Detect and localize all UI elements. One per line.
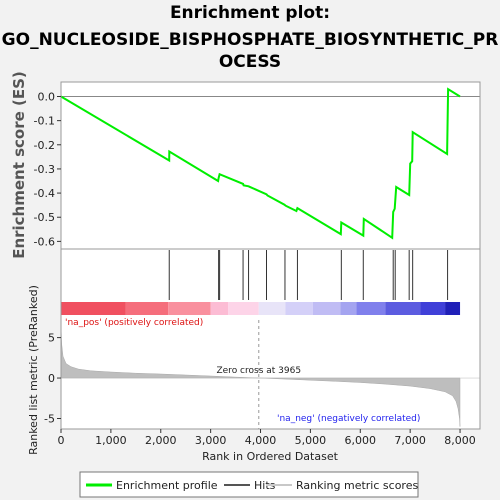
es-y-tick-label: -0.5 (34, 211, 55, 224)
x-tick-label: 1,000 (95, 434, 127, 447)
rank-heat-bar (61, 302, 461, 315)
heat-segment (210, 302, 229, 315)
heat-segment (125, 302, 169, 315)
es-y-tick-label: -0.4 (34, 187, 55, 200)
enrichment-profile-line (60, 87, 461, 240)
x-axis-label: Rank in Ordered Dataset (202, 450, 339, 463)
es-panel-background (61, 82, 480, 249)
es-y-axis-label: Enrichment score (ES) (10, 71, 28, 259)
metric-y-axis: 5 0 -5 (44, 332, 61, 425)
x-axis: 0 1,000 2,000 3,000 4,000 5,000 6,000 7,000 8,00… (58, 429, 476, 447)
heat-segment (61, 302, 126, 315)
chart-title-line3: OCESS (218, 52, 282, 72)
zero-cross-label: Zero cross at 3965 (216, 366, 301, 376)
metric-area (60, 324, 461, 427)
es-y-tick-label: 0.0 (38, 90, 56, 103)
metric-y-tick-label: 5 (48, 332, 55, 345)
chart-title-line2: GO_NUCLEOSIDE_BISPHOSPHATE_BIOSYNTHETIC_… (1, 30, 499, 50)
es-y-tick-label: -0.2 (34, 139, 55, 152)
heat-segment (228, 302, 259, 315)
es-y-tick-label: -0.6 (34, 235, 55, 248)
heat-segment (285, 302, 313, 315)
es-y-tick-label: -0.3 (34, 163, 55, 176)
metric-area-group (60, 324, 480, 427)
metric-y-axis-label: Ranked list metric (PreRanked) (27, 285, 40, 455)
legend-profile-label: Enrichment profile (116, 479, 218, 492)
legend-hits-label: Hits (254, 479, 276, 492)
es-y-axis: 0.0 -0.1 -0.2 -0.3 -0.4 -0.5 -0.6 (34, 90, 61, 248)
heat-segment (356, 302, 386, 315)
heat-segment (340, 302, 357, 315)
chart-title-line1: Enrichment plot: (169, 3, 331, 23)
x-tick-label: 2,000 (145, 434, 177, 447)
x-tick-label: 8,000 (444, 434, 476, 447)
heat-segment (258, 302, 286, 315)
metric-y-tick-label: 0 (48, 372, 55, 385)
heat-segment (420, 302, 446, 315)
metric-y-tick-label: -5 (44, 412, 55, 425)
heat-segment (312, 302, 341, 315)
es-y-tick-label: -0.1 (34, 115, 55, 128)
x-tick-label: 4,000 (245, 434, 277, 447)
legend-metric-label: Ranking metric scores (296, 479, 418, 492)
metric-panel-background (61, 249, 480, 429)
x-tick-label: 3,000 (195, 434, 227, 447)
positive-correlation-label: 'na_pos' (positively correlated) (65, 318, 203, 328)
heat-segment (445, 302, 461, 315)
negative-correlation-label: 'na_neg' (negatively correlated) (277, 414, 420, 424)
x-tick-label: 5,000 (295, 434, 327, 447)
metric-panel-frame (60, 248, 481, 430)
x-tick-label: 7,000 (394, 434, 426, 447)
hit-lines-group (168, 250, 449, 300)
x-tick-label: 0 (58, 434, 65, 447)
heat-segment (385, 302, 421, 315)
legend: Enrichment profile Hits Ranking metric s… (79, 471, 419, 498)
heat-segment (168, 302, 211, 315)
x-tick-label: 6,000 (345, 434, 377, 447)
